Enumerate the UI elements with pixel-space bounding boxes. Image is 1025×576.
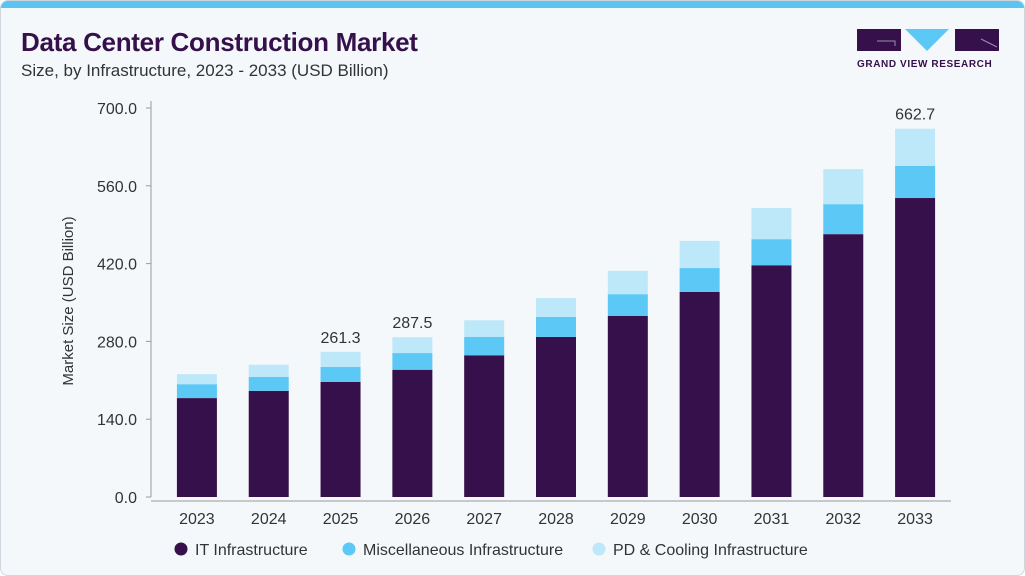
bar-segment-pd-cooling-infrastructure-2024	[248, 364, 289, 377]
bar-segment-pd-cooling-infrastructure-2029	[607, 270, 648, 295]
bar-segment-it-infrastructure-2030	[679, 291, 720, 497]
legend-label: PD & Cooling Infrastructure	[613, 542, 808, 559]
x-tick-label: 2029	[610, 511, 646, 528]
y-tick-label: 0.0	[115, 490, 137, 507]
legend-label: Miscellaneous Infrastructure	[363, 542, 563, 559]
x-tick-label: 2025	[323, 511, 359, 528]
accent-bar	[1, 1, 1024, 8]
bar-segment-pd-cooling-infrastructure-2028	[536, 298, 576, 317]
legend-marker	[592, 542, 606, 556]
bar-segment-miscellaneous-infrastructure-2031	[751, 239, 792, 266]
bar-segment-pd-cooling-infrastructure-2031	[751, 208, 792, 240]
bar-segment-miscellaneous-infrastructure-2029	[607, 294, 648, 316]
bar-segment-pd-cooling-infrastructure-2033	[895, 128, 936, 166]
y-tick-label: 560.0	[97, 179, 137, 196]
x-tick-label: 2030	[682, 511, 718, 528]
bar-segment-miscellaneous-infrastructure-2033	[895, 165, 936, 199]
grand-view-research-logo	[857, 29, 999, 51]
bar-segment-it-infrastructure-2025	[320, 381, 361, 497]
bar-segment-it-infrastructure-2033	[895, 198, 936, 498]
bar-segment-it-infrastructure-2028	[536, 336, 576, 497]
bar-segment-it-infrastructure-2029	[607, 315, 648, 497]
y-tick-label: 140.0	[97, 412, 137, 429]
bar-segment-miscellaneous-infrastructure-2032	[823, 204, 864, 235]
legend-marker	[174, 542, 188, 556]
y-tick-label: 280.0	[97, 334, 137, 351]
y-tick-label: 420.0	[97, 257, 137, 274]
bar-segment-miscellaneous-infrastructure-2030	[679, 268, 720, 292]
x-tick-label: 2026	[395, 511, 431, 528]
data-label: 261.3	[321, 330, 361, 347]
bar-segment-miscellaneous-infrastructure-2026	[392, 353, 433, 370]
y-axis-title: Market Size (USD Billion)	[60, 216, 77, 385]
chart-title: Data Center Construction Market	[21, 27, 418, 57]
bar-segment-it-infrastructure-2026	[392, 369, 433, 497]
bar-segment-pd-cooling-infrastructure-2030	[679, 240, 720, 269]
x-tick-label: 2023	[179, 511, 215, 528]
legend-label: IT Infrastructure	[195, 542, 308, 559]
bar-segment-pd-cooling-infrastructure-2023	[176, 374, 217, 385]
bar-segment-miscellaneous-infrastructure-2023	[176, 384, 217, 399]
data-label: 662.7	[895, 107, 935, 124]
x-tick-label: 2027	[466, 511, 502, 528]
logo-text: GRAND VIEW RESEARCH	[857, 59, 993, 70]
bar-segment-it-infrastructure-2031	[751, 265, 792, 497]
x-tick-label: 2028	[538, 511, 574, 528]
y-tick-label: 700.0	[97, 101, 137, 118]
bar-segment-miscellaneous-infrastructure-2024	[248, 376, 289, 391]
data-label: 287.5	[392, 315, 432, 332]
bar-segment-pd-cooling-infrastructure-2025	[320, 351, 361, 367]
legend-marker	[342, 542, 356, 556]
bar-segment-it-infrastructure-2023	[176, 398, 217, 497]
bar-segment-pd-cooling-infrastructure-2032	[823, 169, 864, 205]
bar-segment-pd-cooling-infrastructure-2027	[464, 320, 505, 337]
bar-segment-pd-cooling-infrastructure-2026	[392, 337, 433, 354]
bar-segment-miscellaneous-infrastructure-2027	[464, 336, 505, 356]
chart-subtitle: Size, by Infrastructure, 2023 - 2033 (US…	[21, 61, 389, 80]
bar-segment-miscellaneous-infrastructure-2028	[536, 316, 576, 337]
bar-segment-miscellaneous-infrastructure-2025	[320, 366, 361, 382]
x-tick-label: 2024	[251, 511, 287, 528]
x-tick-label: 2031	[754, 511, 790, 528]
x-tick-label: 2033	[897, 511, 933, 528]
bar-segment-it-infrastructure-2024	[248, 390, 289, 497]
bar-segment-it-infrastructure-2027	[464, 355, 505, 497]
bar-segment-it-infrastructure-2032	[823, 234, 864, 497]
x-tick-label: 2032	[825, 511, 861, 528]
